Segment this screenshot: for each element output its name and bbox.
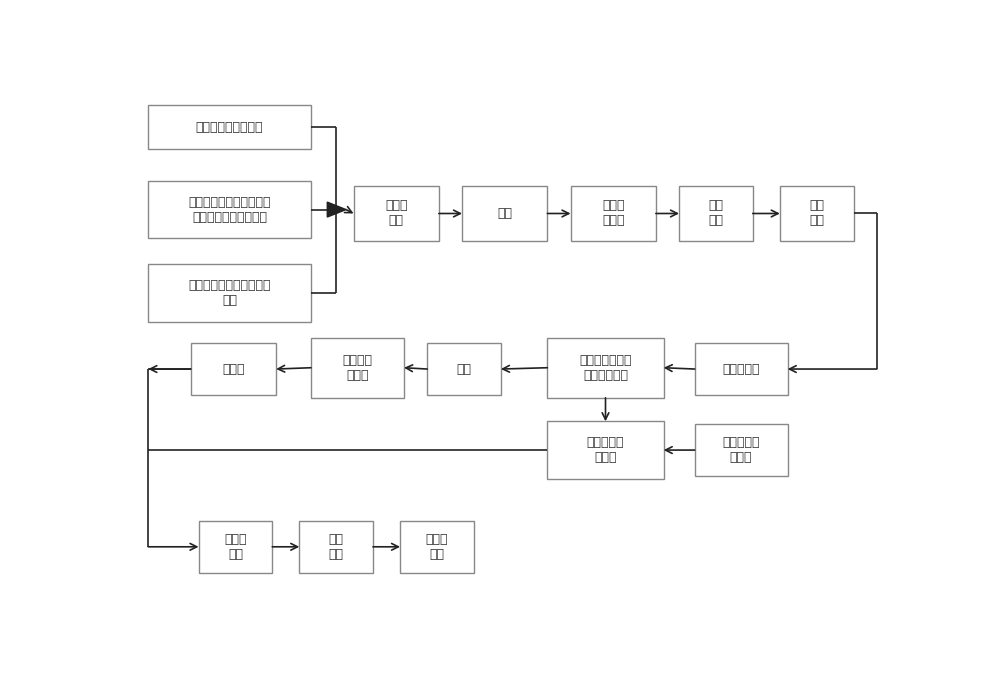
Text: 铝合金端头
机加工: 铝合金端头 机加工 [722, 436, 760, 464]
Bar [695, 424, 788, 476]
Text: 出口水
封冷却: 出口水 封冷却 [602, 200, 624, 227]
Text: 机加工: 机加工 [222, 363, 245, 375]
Text: 实心坯
穿孔: 实心坯 穿孔 [385, 200, 408, 227]
Text: 拉伸
矫直: 拉伸 矫直 [809, 200, 824, 227]
Bar [311, 337, 404, 398]
Bar [679, 186, 753, 241]
Text: 去应力退火: 去应力退火 [722, 363, 760, 375]
Bar [354, 186, 439, 241]
Text: 高纯铝圆锭感应加热: 高纯铝圆锭感应加热 [196, 121, 263, 134]
Text: 超声波无损探伤
与气密性检测: 超声波无损探伤 与气密性检测 [579, 354, 632, 382]
Bar [695, 343, 788, 395]
Text: 辊式
矫直: 辊式 矫直 [708, 200, 723, 227]
Bar [780, 186, 854, 241]
Bar [199, 521, 272, 573]
Bar [148, 265, 311, 322]
Polygon shape [327, 202, 346, 217]
Text: 挤压: 挤压 [497, 207, 512, 220]
Text: 仓储或
出货: 仓储或 出货 [426, 533, 448, 561]
Text: 整体气密
性检验: 整体气密 性检验 [342, 354, 372, 382]
Bar [148, 105, 311, 149]
Bar [299, 521, 373, 573]
Text: 无尘
包装: 无尘 包装 [329, 533, 344, 561]
Text: 穿孔针预热、表面喷涂润
滑剂: 穿孔针预热、表面喷涂润 滑剂 [188, 279, 271, 307]
Bar [547, 337, 664, 398]
Bar [148, 181, 311, 238]
Bar [427, 343, 501, 395]
Text: 表面硬质氧
化处理: 表面硬质氧 化处理 [587, 436, 624, 464]
Text: 超声波
清洗: 超声波 清洗 [224, 533, 247, 561]
Bar [191, 343, 276, 395]
Bar [571, 186, 656, 241]
Bar [462, 186, 547, 241]
Text: 挤压模具和挤压筒预热、
挤压针表面喷涂润滑剂: 挤压模具和挤压筒预热、 挤压针表面喷涂润滑剂 [188, 196, 271, 223]
Bar [400, 521, 474, 573]
Bar [547, 421, 664, 479]
Text: 焊接: 焊接 [457, 363, 472, 375]
